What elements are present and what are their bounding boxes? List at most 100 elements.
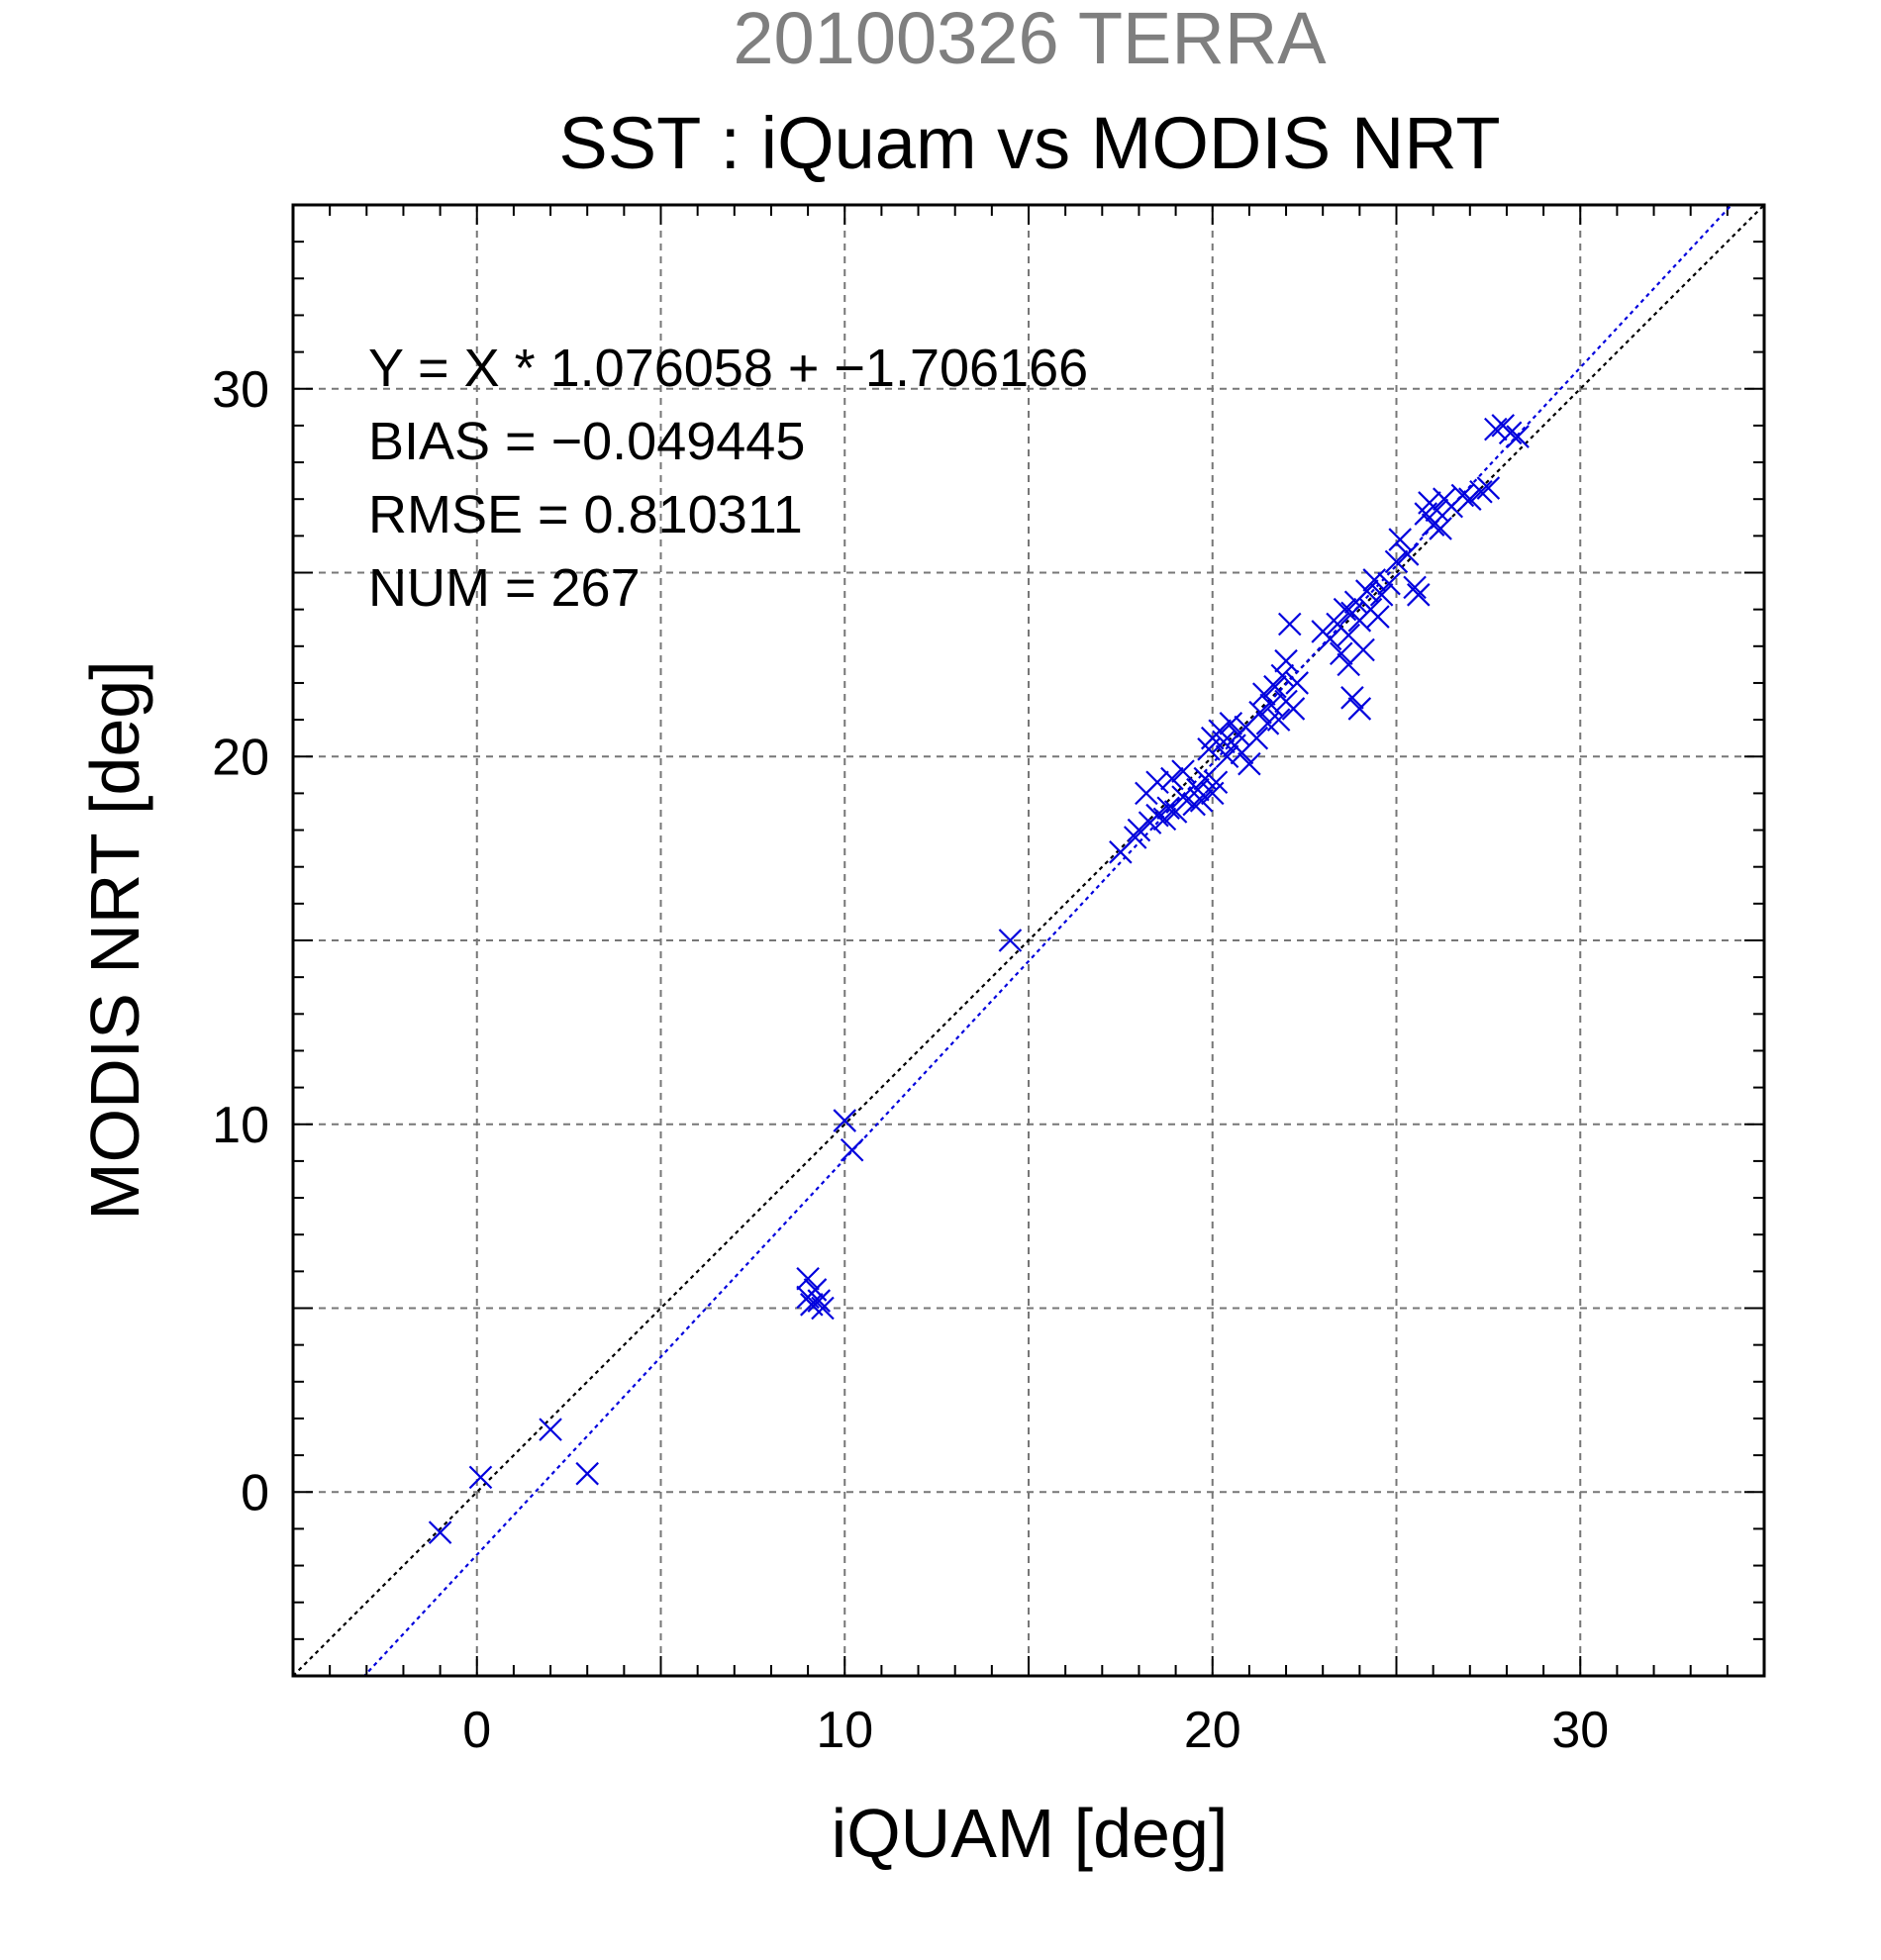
data-point <box>1384 549 1409 574</box>
data-point <box>1145 803 1169 828</box>
data-point <box>1333 597 1357 622</box>
data-point <box>1351 637 1375 662</box>
data-point <box>1347 697 1372 721</box>
data-point-stroke <box>1388 528 1412 551</box>
data-point-stroke <box>1156 796 1180 821</box>
data-point <box>1171 785 1195 809</box>
data-point-stroke <box>1425 498 1449 523</box>
data-point-stroke <box>1281 697 1306 721</box>
data-point <box>1266 708 1291 732</box>
data-point <box>1285 671 1309 695</box>
data-point <box>998 929 1023 952</box>
y-tick-label: 10 <box>212 1097 269 1154</box>
data-point-stroke <box>1212 730 1236 754</box>
data-point-stroke <box>1266 708 1291 732</box>
data-point-stroke <box>1163 800 1188 824</box>
data-point-stroke <box>1458 487 1482 511</box>
data-point-stroke <box>1407 583 1431 607</box>
data-point-stroke <box>833 1109 857 1132</box>
data-point <box>833 1109 857 1132</box>
data-point <box>1484 417 1508 441</box>
data-point <box>1476 476 1501 500</box>
chart-title: 20100326 TERRA <box>733 0 1327 79</box>
data-point <box>1458 487 1482 511</box>
y-tick-label: 20 <box>212 729 269 786</box>
data-point-stroke <box>1351 637 1375 662</box>
data-point-stroke <box>1362 568 1386 592</box>
data-point <box>1369 583 1394 607</box>
data-point <box>575 1461 599 1486</box>
reference-lines <box>293 205 1764 1676</box>
data-point-stroke <box>1171 785 1195 809</box>
data-point-stroke <box>1384 549 1409 574</box>
data-point-stroke <box>1347 697 1372 721</box>
data-points <box>428 414 1530 1544</box>
data-point <box>1248 700 1272 725</box>
y-tick-label: 0 <box>241 1464 269 1521</box>
data-point <box>1355 579 1379 603</box>
data-point-stroke <box>803 1278 828 1302</box>
data-point <box>1388 528 1412 551</box>
data-point <box>811 1296 835 1321</box>
x-tick-label: 10 <box>816 1702 873 1759</box>
data-point-stroke <box>1193 766 1218 791</box>
data-point <box>468 1465 493 1490</box>
data-point-stroke <box>575 1461 599 1486</box>
data-point <box>1425 498 1449 523</box>
data-point-stroke <box>1333 597 1357 622</box>
data-point-stroke <box>1248 700 1272 725</box>
data-point-stroke <box>1208 719 1232 743</box>
data-point-stroke <box>1204 770 1229 795</box>
data-point <box>539 1418 562 1441</box>
data-point <box>1506 425 1530 448</box>
data-point-stroke <box>1186 777 1210 802</box>
x-tick-label: 30 <box>1551 1702 1609 1759</box>
data-point-stroke <box>1215 744 1239 769</box>
data-point-stroke <box>998 929 1023 952</box>
data-point-stroke <box>1336 623 1360 647</box>
data-point-stroke <box>1395 542 1420 566</box>
data-point <box>1163 800 1188 824</box>
data-point <box>1281 697 1306 721</box>
data-point-stroke <box>1429 517 1452 540</box>
data-point <box>1156 796 1180 821</box>
data-point <box>1395 542 1420 566</box>
data-point <box>1498 421 1523 445</box>
data-point <box>1204 770 1229 795</box>
data-point <box>1469 479 1493 504</box>
data-point-stroke <box>1182 792 1206 817</box>
data-point <box>1403 575 1427 600</box>
data-point-stroke <box>1160 766 1184 791</box>
data-point-stroke <box>1476 476 1501 500</box>
data-point <box>1318 627 1342 651</box>
data-point <box>1244 726 1269 750</box>
data-point <box>1127 818 1151 842</box>
data-point-stroke <box>1263 674 1287 699</box>
data-point-stroke <box>1484 417 1508 441</box>
data-point <box>840 1137 864 1162</box>
y-tick-label: 30 <box>212 361 269 419</box>
data-point <box>1219 712 1243 735</box>
data-point-stroke <box>468 1465 493 1490</box>
data-point-stroke <box>1355 579 1379 603</box>
data-point <box>1182 792 1206 817</box>
data-point-stroke <box>1145 803 1169 828</box>
data-point-stroke <box>1450 483 1475 508</box>
data-point-stroke <box>539 1418 562 1441</box>
data-point-stroke <box>1469 479 1493 504</box>
data-point <box>428 1520 452 1544</box>
data-point-stroke <box>1145 770 1169 795</box>
data-point-stroke <box>1219 712 1243 735</box>
data-point <box>1171 759 1195 783</box>
data-point-stroke <box>1270 663 1295 688</box>
data-point <box>1340 686 1364 710</box>
plot-frame <box>291 203 1766 1678</box>
data-point-stroke <box>1171 759 1195 783</box>
chart-subtitle: SST : iQuam vs MODIS NRT <box>558 102 1500 184</box>
data-point-stroke <box>1369 583 1394 607</box>
data-point <box>1429 517 1452 540</box>
data-point <box>1238 751 1261 776</box>
x-tick-label: 20 <box>1184 1702 1241 1759</box>
data-point <box>1189 789 1214 813</box>
